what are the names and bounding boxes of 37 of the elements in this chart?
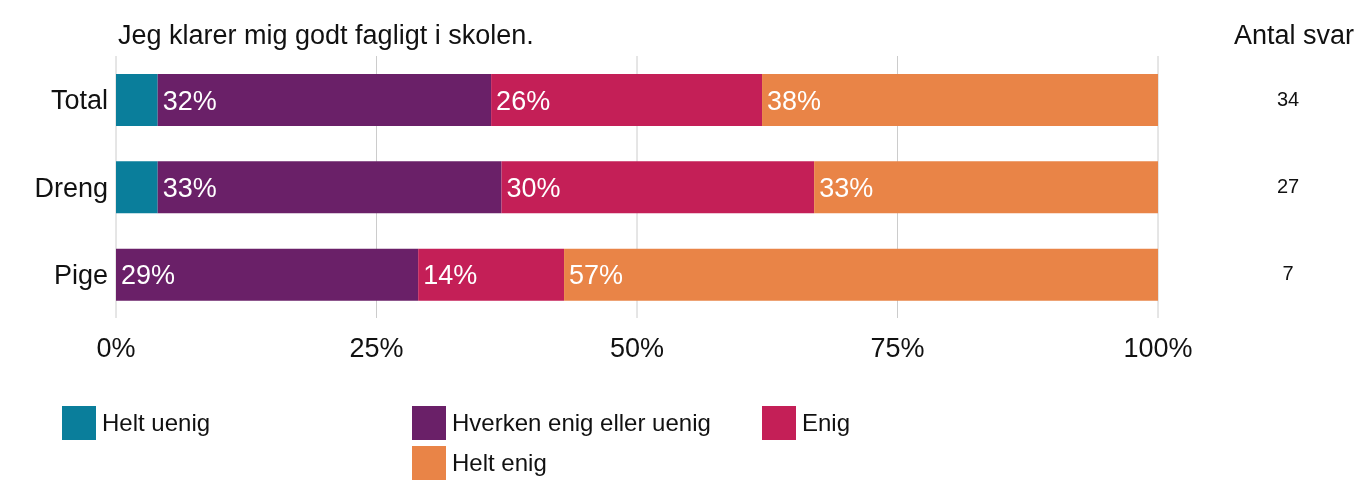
bar <box>491 74 763 126</box>
data-label: 32% <box>162 85 217 116</box>
data-label: 29% <box>121 260 176 291</box>
y-tick-label: Pige <box>53 259 108 290</box>
text: Antal svar <box>1233 20 1354 51</box>
data-label: 38% <box>767 85 822 116</box>
data-label: 33% <box>819 172 874 203</box>
bar <box>157 74 492 126</box>
data-label: 57% <box>569 260 624 291</box>
x-tick-label: 50% <box>609 333 665 364</box>
bar <box>814 161 1158 214</box>
legend-label: Helt enig <box>452 449 547 477</box>
legend-label: Hverken enig eller uenig <box>452 409 711 437</box>
bar <box>157 161 502 214</box>
bar <box>762 74 1158 126</box>
bar <box>501 161 815 214</box>
legend-label: Enig <box>802 409 851 437</box>
legend-label: Helt uenig <box>102 409 211 437</box>
data-label: 30% <box>506 172 561 203</box>
x-tick-label: 75% <box>870 333 925 364</box>
data-label: 14% <box>423 260 478 291</box>
bar <box>564 248 1158 301</box>
text: 7 <box>1281 262 1295 286</box>
data-label: 26% <box>496 85 551 116</box>
data-label: 33% <box>162 172 217 203</box>
y-tick-label: Total <box>50 85 108 116</box>
chart-title: Jeg klarer mig godt fagligt i skolen. <box>118 20 534 51</box>
text: 34 <box>1275 87 1301 111</box>
x-tick-label: 100% <box>1123 333 1193 364</box>
x-tick-label: 0% <box>96 333 136 364</box>
bar <box>116 74 158 126</box>
text: 27 <box>1275 175 1301 198</box>
bar <box>418 248 565 301</box>
x-tick-label: 25% <box>349 333 404 364</box>
y-tick-label: Dreng <box>34 172 108 203</box>
bar <box>116 248 419 301</box>
bar <box>116 161 158 214</box>
